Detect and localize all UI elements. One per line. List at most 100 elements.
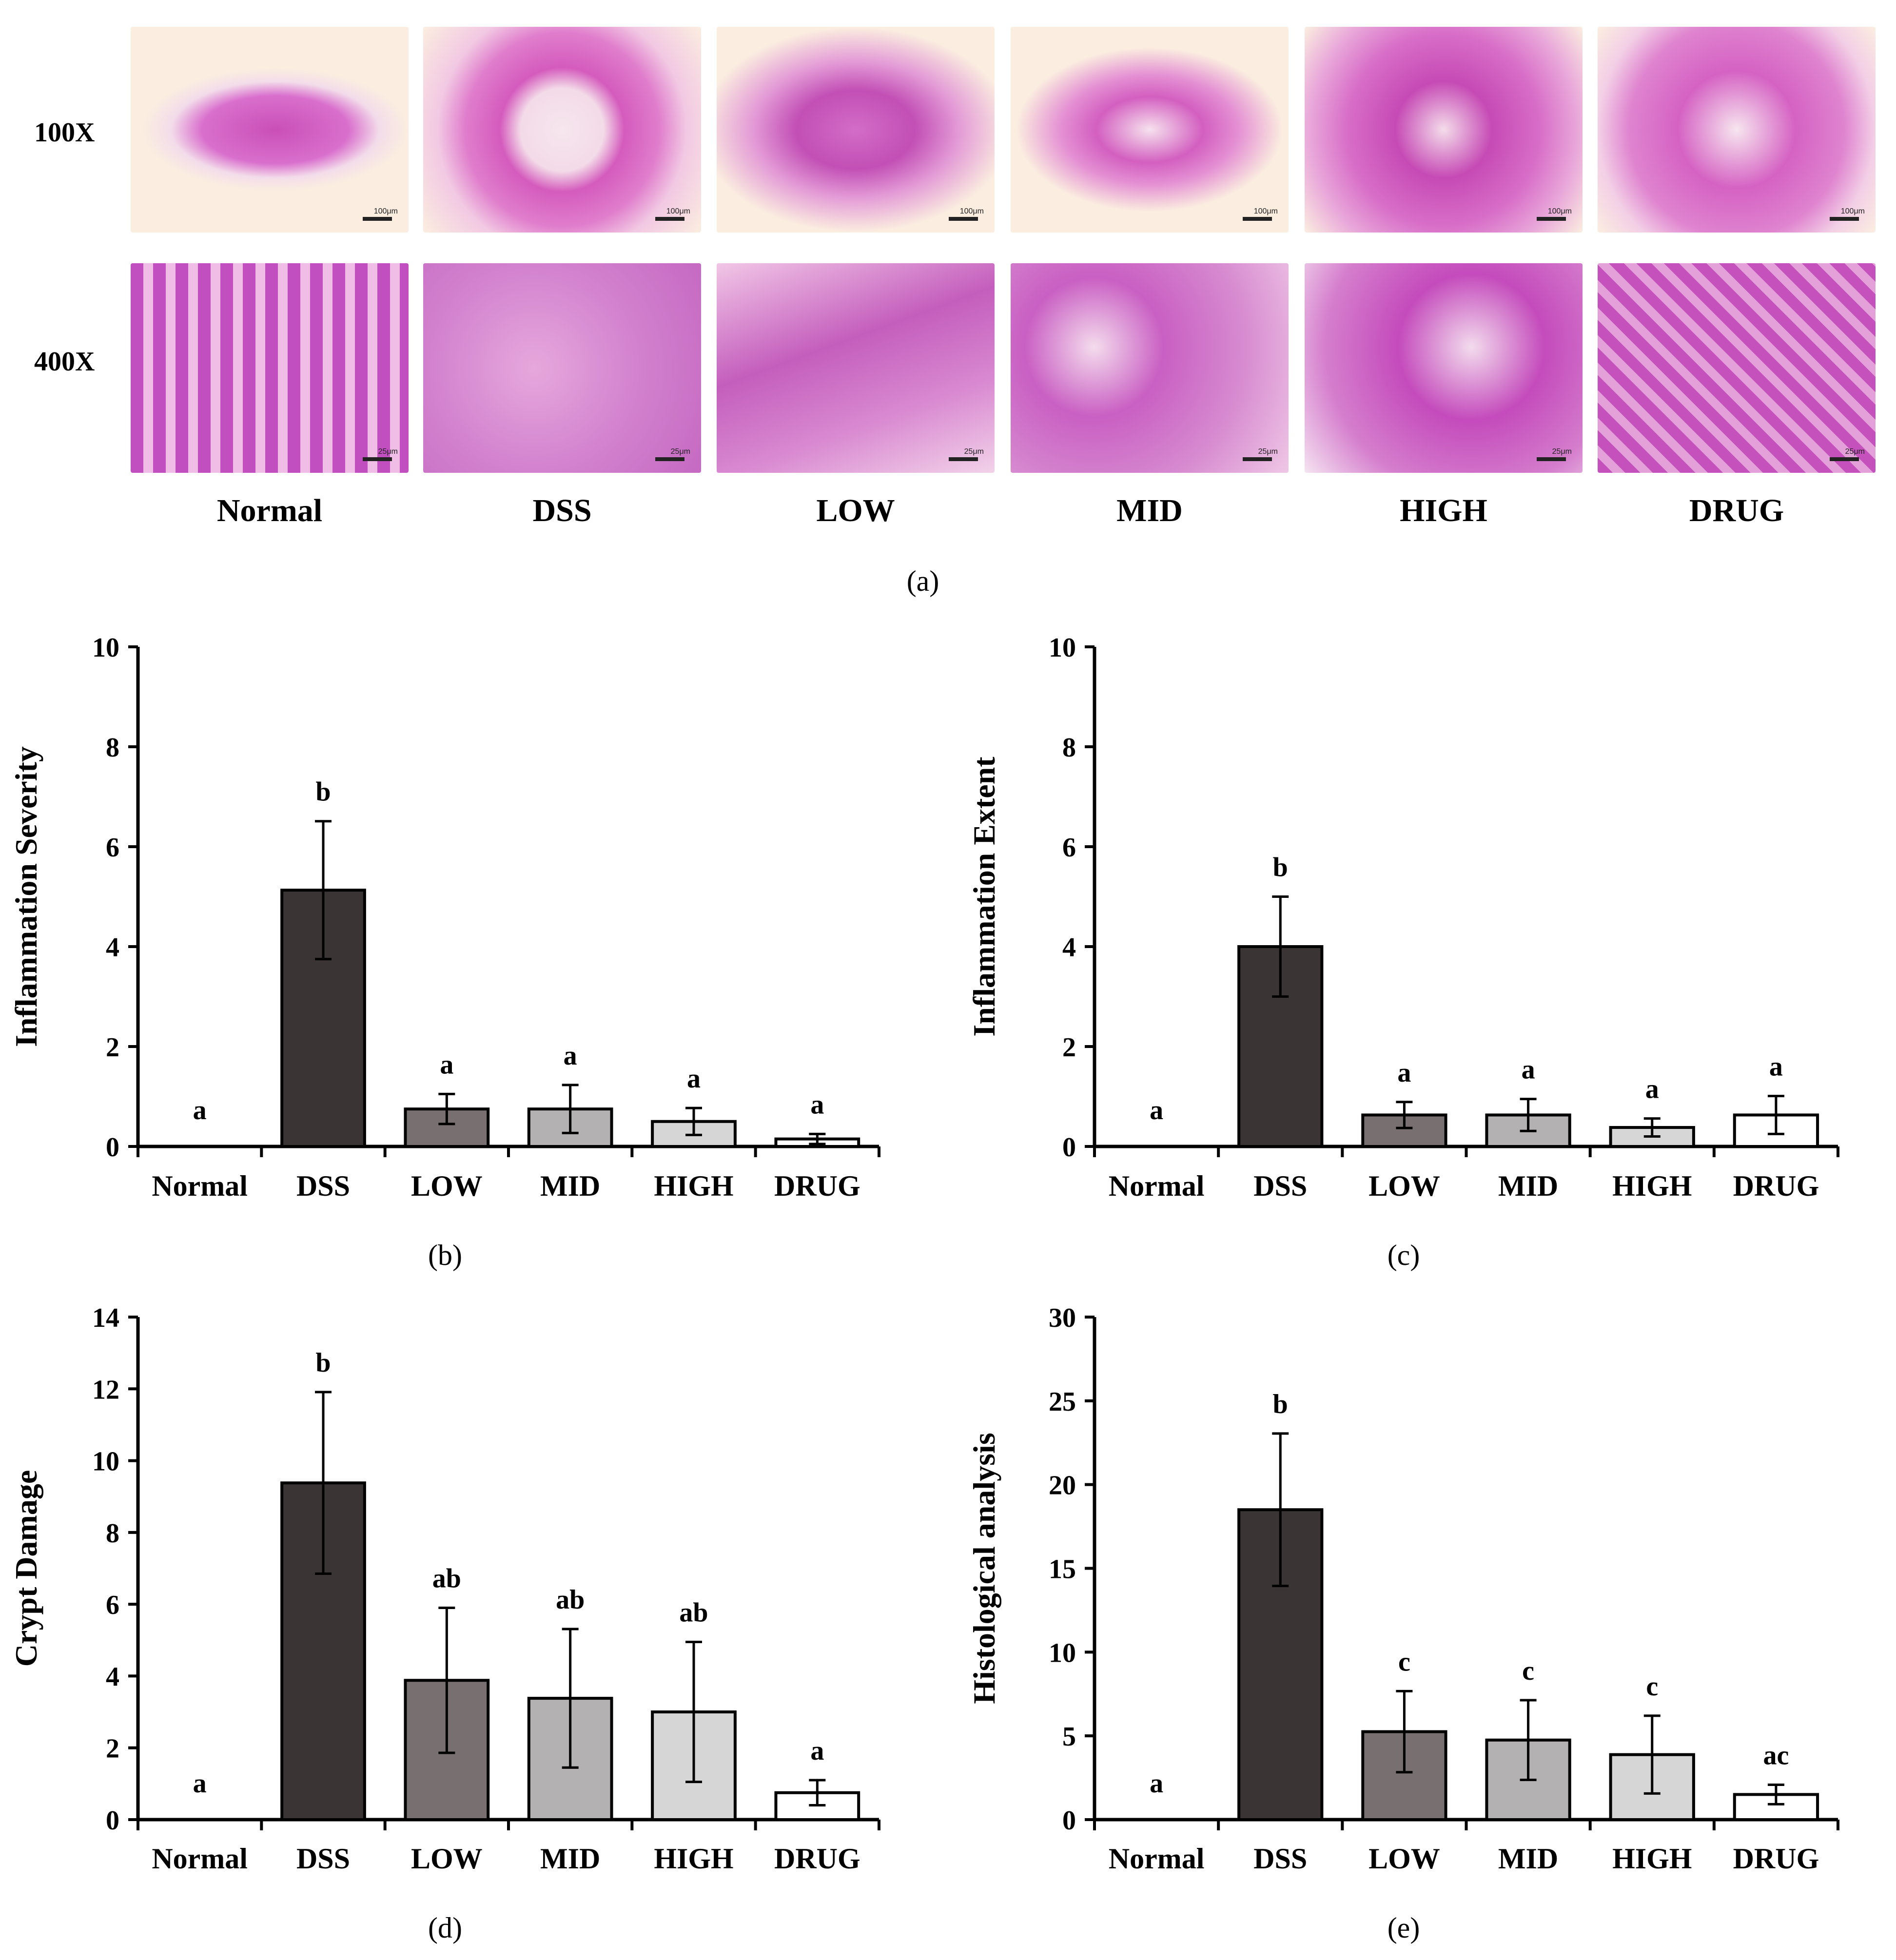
scale-bar [1537,457,1566,461]
magnification-label-400x: 400X [34,347,95,377]
y-tick-label: 0 [1062,1132,1076,1163]
category-label-drug: DRUG [774,1170,860,1202]
micrograph-100x-mid: 100μm [1011,27,1289,233]
category-label-high: HIGH [654,1843,733,1875]
category-label-high: HIGH [1612,1170,1692,1202]
y-tick-label: 4 [1062,932,1076,963]
significance-label: c [1522,1656,1534,1686]
scale-bar [1830,217,1859,221]
category-label-dss: DSS [1253,1170,1307,1202]
scale-bar-label: 100μm [959,207,984,215]
category-label-mid: MID [540,1843,600,1875]
y-tick-label: 8 [106,1518,119,1549]
group-label-dss: DSS [532,493,592,528]
significance-label: b [315,777,331,807]
significance-label: a [1522,1055,1535,1085]
scale-bar [1830,457,1859,461]
y-axis-title: Histological analysis [967,1433,1001,1704]
significance-label: c [1398,1647,1410,1677]
y-tick-label: 25 [1049,1387,1076,1417]
significance-label: b [1273,1389,1288,1419]
significance-label: a [1769,1051,1783,1082]
y-tick-label: 14 [92,1303,119,1333]
y-tick-label: 2 [1062,1032,1076,1063]
category-label-low: LOW [1368,1170,1440,1202]
micrograph-400x-high: 25μm [1305,263,1583,473]
y-tick-label: 0 [106,1132,119,1163]
scale-bar-label: 25μm [1258,447,1278,456]
y-tick-label: 6 [106,1590,119,1620]
panel-label-b: (b) [428,1239,462,1271]
scale-bar [363,217,392,221]
significance-label: ab [432,1564,461,1594]
significance-label: a [810,1736,824,1766]
y-axis-title: Inflammation Extent [967,757,1001,1037]
y-tick-label: 6 [106,833,119,863]
panel-label-e: (e) [1388,1912,1420,1944]
micrograph-400x-drug: 25μm [1598,263,1876,473]
category-label-normal: Normal [152,1170,248,1202]
scale-bar [655,217,684,221]
micrograph-100x-low: 100μm [717,27,995,233]
panel-label-a: (a) [906,565,939,597]
panel-label-c: (c) [1388,1239,1420,1271]
category-label-dss: DSS [1253,1843,1307,1875]
micrograph-400x-low: 25μm [717,263,995,473]
significance-label: a [440,1049,453,1080]
significance-label: b [315,1348,331,1378]
significance-label: a [1645,1074,1659,1105]
y-tick-label: 15 [1049,1554,1076,1585]
category-label-mid: MID [1498,1843,1558,1875]
scale-bar-label: 100μm [666,207,690,215]
scale-bar [1243,457,1272,461]
micrograph-400x-normal: 25μm [131,263,409,473]
category-label-low: LOW [1368,1843,1440,1875]
significance-label: ac [1763,1741,1789,1771]
y-tick-label: 0 [106,1805,119,1836]
scale-bar-label: 25μm [378,447,398,456]
scale-bar [1537,217,1566,221]
scale-bar-label: 100μm [1253,207,1278,215]
y-tick-label: 2 [106,1032,119,1063]
scale-bar [363,457,392,461]
y-tick-label: 30 [1049,1303,1076,1333]
category-label-drug: DRUG [1733,1843,1819,1875]
y-tick-label: 8 [1062,733,1076,763]
scale-bar-label: 100μm [373,207,398,215]
significance-label: a [564,1041,577,1071]
group-label-low: LOW [816,493,895,528]
panel-label-d: (d) [428,1912,462,1944]
y-tick-label: 10 [92,1447,119,1477]
y-tick-label: 20 [1049,1471,1076,1501]
category-label-high: HIGH [1612,1843,1692,1875]
category-label-normal: Normal [1109,1170,1205,1202]
y-tick-label: 6 [1062,833,1076,863]
significance-label: a [1397,1058,1411,1088]
y-tick-label: 10 [92,633,119,663]
scale-bar-label: 25μm [1552,447,1572,456]
y-tick-label: 4 [106,932,119,963]
category-label-low: LOW [411,1843,483,1875]
significance-label: a [1150,1095,1163,1126]
category-label-high: HIGH [654,1170,733,1202]
significance-label: c [1646,1671,1658,1702]
micrograph-100x-drug: 100μm [1598,27,1876,233]
y-tick-label: 4 [106,1662,119,1692]
category-label-drug: DRUG [1733,1170,1819,1202]
scale-bar-label: 100μm [1547,207,1572,215]
y-axis-title: Inflammation Severity [9,746,43,1047]
y-tick-label: 12 [92,1375,119,1405]
y-tick-label: 8 [106,733,119,763]
significance-label: b [1273,853,1288,883]
significance-label: a [810,1089,824,1120]
y-axis-title: Crypt Damage [9,1470,43,1667]
scale-bar [1243,217,1272,221]
micrograph-panel: 100X 400X 100μm 100μm 100μm 100μm 100μm 100μm 25… [0,0,1896,600]
group-label-drug: DRUG [1689,493,1784,528]
category-label-low: LOW [411,1170,483,1202]
scale-bar [655,457,684,461]
scale-bar [949,217,978,221]
micrograph-100x-normal: 100μm [131,27,409,233]
